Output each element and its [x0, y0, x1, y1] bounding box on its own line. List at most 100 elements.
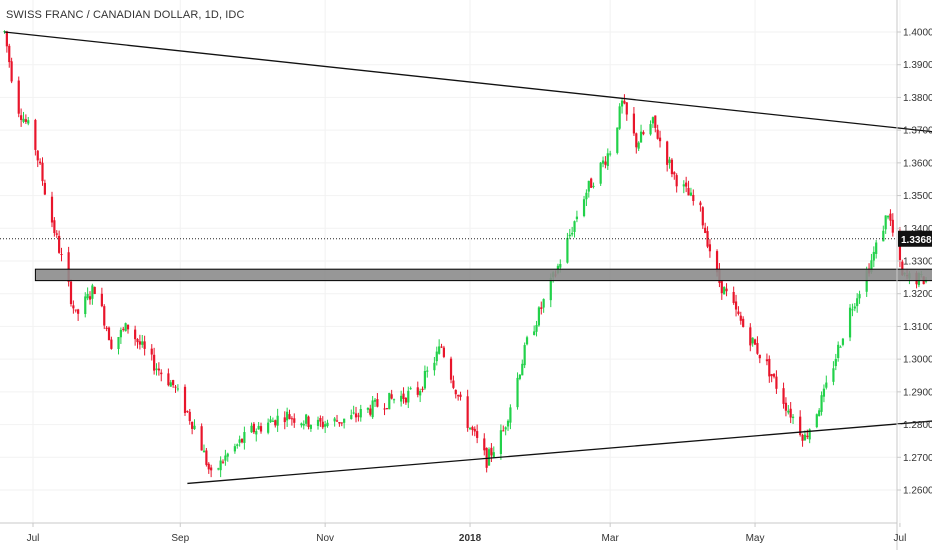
down-candle — [5, 31, 8, 47]
up-candle — [3, 31, 6, 33]
down-candle — [801, 434, 804, 441]
up-candle — [606, 153, 609, 167]
up-candle — [388, 392, 391, 410]
down-candle — [732, 291, 735, 303]
down-candle — [685, 182, 688, 187]
down-candle — [416, 387, 419, 395]
down-candle — [666, 141, 669, 165]
up-candle — [651, 117, 655, 124]
down-candle — [490, 447, 493, 456]
down-candle — [240, 438, 244, 443]
up-candle — [267, 422, 270, 433]
up-candle — [566, 237, 569, 263]
down-candle — [806, 435, 809, 438]
down-candle — [36, 150, 39, 161]
up-candle — [119, 329, 122, 338]
up-candle — [392, 399, 396, 401]
down-candle — [673, 172, 676, 175]
up-candle — [86, 293, 89, 299]
y-tick-label: 1.3200 — [903, 289, 932, 300]
down-candle — [290, 418, 293, 420]
down-candle — [383, 408, 386, 410]
up-candle — [587, 180, 590, 192]
up-candle — [668, 159, 671, 164]
up-candle — [808, 429, 811, 440]
down-candle — [402, 393, 405, 399]
down-candle — [143, 341, 146, 349]
y-tick-label: 1.3000 — [903, 355, 932, 366]
down-candle — [784, 402, 788, 411]
down-candle — [122, 328, 125, 330]
down-candle — [210, 467, 213, 471]
up-candle — [300, 423, 303, 426]
down-candle — [77, 309, 80, 314]
down-candle — [654, 115, 657, 128]
down-candle — [105, 327, 108, 330]
down-candle — [321, 421, 324, 428]
up-candle — [723, 286, 726, 295]
down-candle — [454, 389, 457, 395]
up-candle — [837, 344, 840, 358]
down-candle — [50, 196, 54, 223]
up-candle — [316, 419, 320, 426]
up-candle — [620, 100, 624, 107]
down-candle — [17, 80, 20, 114]
up-candle — [559, 263, 562, 268]
down-candle — [221, 461, 225, 463]
up-candle — [226, 453, 229, 457]
down-candle — [799, 416, 802, 435]
down-candle — [43, 182, 46, 195]
down-candle — [8, 45, 11, 63]
ascending-trendline[interactable] — [187, 356, 932, 485]
up-candle — [822, 388, 826, 397]
down-candle — [72, 305, 75, 309]
down-candle — [340, 422, 343, 424]
down-candle — [739, 315, 742, 321]
support-resistance-zone[interactable] — [34, 268, 932, 282]
up-candle — [435, 351, 438, 362]
down-candle — [10, 61, 13, 82]
down-candle — [604, 161, 607, 165]
down-candle — [157, 368, 160, 371]
down-candle — [376, 399, 379, 407]
up-candle — [343, 418, 346, 423]
down-candle — [259, 426, 263, 432]
up-candle — [155, 368, 158, 370]
up-candle — [302, 423, 305, 426]
x-tick-label: Jul — [27, 533, 40, 544]
down-candle — [390, 394, 393, 399]
down-candle — [701, 207, 704, 226]
down-candle — [476, 431, 479, 438]
up-candle — [269, 419, 272, 423]
up-candle — [609, 153, 612, 155]
up-candle — [255, 430, 258, 435]
chart-title: SWISS FRANC / CANADIAN DOLLAR, 1D, IDC — [6, 9, 245, 21]
up-candle — [832, 368, 835, 382]
down-candle — [103, 306, 106, 326]
up-candle — [682, 184, 685, 187]
up-candle — [276, 415, 279, 426]
up-candle — [571, 232, 574, 235]
down-candle — [749, 327, 752, 346]
up-candle — [518, 374, 522, 379]
down-candle — [658, 137, 662, 142]
up-candle — [359, 408, 362, 418]
down-candle — [74, 309, 77, 311]
down-candle — [708, 244, 712, 252]
up-candle — [542, 299, 545, 308]
down-candle — [632, 113, 636, 134]
up-candle — [224, 455, 227, 461]
up-candle — [492, 452, 495, 458]
down-candle — [642, 132, 645, 135]
down-candle — [692, 194, 695, 201]
descending-trendline[interactable] — [4, 31, 932, 215]
up-candle — [818, 410, 821, 417]
down-candle — [55, 233, 58, 235]
y-tick-label: 1.3900 — [903, 60, 932, 71]
up-candle — [373, 399, 377, 402]
x-tick-label: 2018 — [459, 533, 482, 544]
up-candle — [834, 358, 837, 367]
up-candle — [352, 412, 355, 414]
down-candle — [20, 115, 23, 120]
